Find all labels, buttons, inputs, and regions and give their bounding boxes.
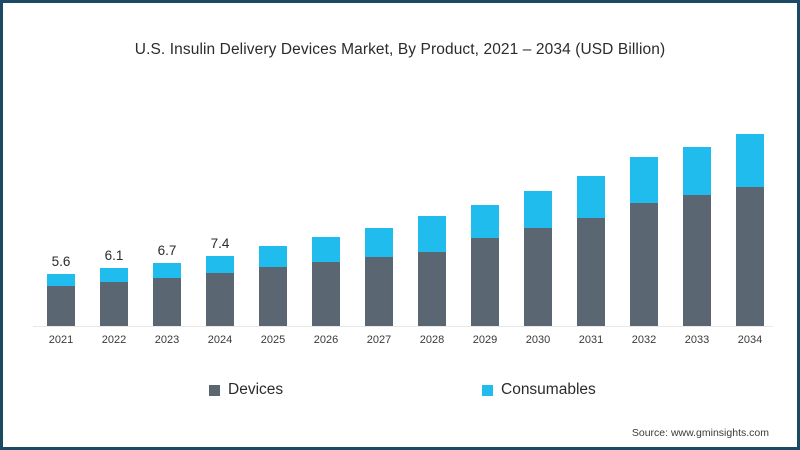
bar-segment-devices[interactable]	[683, 195, 711, 326]
x-tick-2021: 2021	[48, 334, 74, 346]
bar-2028[interactable]	[418, 216, 446, 326]
bar-segment-consumables[interactable]	[206, 256, 234, 273]
bar-2033[interactable]	[683, 147, 711, 326]
bar-segment-consumables[interactable]	[418, 216, 446, 252]
bar-2027[interactable]	[365, 228, 393, 326]
bar-segment-devices[interactable]	[100, 282, 128, 326]
bar-segment-devices[interactable]	[47, 286, 75, 326]
bar-segment-consumables[interactable]	[471, 205, 499, 238]
bar-segment-devices[interactable]	[418, 252, 446, 326]
bar-segment-consumables[interactable]	[312, 237, 340, 262]
bar-2024[interactable]: 7.4	[206, 236, 234, 326]
bar-segment-devices[interactable]	[312, 262, 340, 326]
bar-2034[interactable]	[736, 134, 764, 326]
bar-2032[interactable]	[630, 157, 658, 326]
x-tick-2034: 2034	[737, 334, 763, 346]
bar-2025[interactable]	[259, 246, 287, 326]
bar-segment-devices[interactable]	[471, 238, 499, 326]
chart-title: U.S. Insulin Delivery Devices Market, By…	[134, 41, 666, 58]
bar-value-label: 6.1	[104, 248, 124, 263]
bar-segment-consumables[interactable]	[365, 228, 393, 257]
x-axis-line	[33, 326, 773, 327]
x-tick-2023: 2023	[154, 334, 180, 346]
x-tick-2033: 2033	[684, 334, 710, 346]
x-tick-2029: 2029	[472, 334, 498, 346]
legend-item-consumables[interactable]: Consumables	[482, 381, 596, 399]
bar-segment-devices[interactable]	[630, 203, 658, 326]
bar-2026[interactable]	[312, 237, 340, 326]
bar-segment-devices[interactable]	[736, 187, 764, 326]
bar-value-label: 6.7	[157, 243, 177, 258]
legend-label-consumables: Consumables	[501, 381, 596, 398]
bar-segment-devices[interactable]	[206, 273, 234, 326]
bar-2022[interactable]: 6.1	[100, 248, 128, 326]
bar-value-label: 7.4	[210, 236, 230, 251]
legend-swatch-devices-icon	[209, 384, 220, 396]
bar-segment-devices[interactable]	[577, 218, 605, 326]
bar-segment-consumables[interactable]	[630, 157, 658, 203]
chart-canvas: U.S. Insulin Delivery Devices Market, By…	[3, 3, 797, 447]
bar-segment-consumables[interactable]	[100, 268, 128, 282]
bar-segment-devices[interactable]	[365, 257, 393, 326]
bar-2030[interactable]	[524, 191, 552, 326]
x-tick-2025: 2025	[260, 334, 286, 346]
chart-legend: Devices Consumables	[3, 381, 797, 407]
bar-segment-devices[interactable]	[524, 228, 552, 326]
bar-segment-devices[interactable]	[153, 278, 181, 326]
bar-2031[interactable]	[577, 176, 605, 326]
bar-2029[interactable]	[471, 205, 499, 326]
x-tick-2022: 2022	[101, 334, 127, 346]
x-tick-2031: 2031	[578, 334, 604, 346]
legend-item-devices[interactable]: Devices	[209, 381, 283, 399]
x-tick-2028: 2028	[419, 334, 445, 346]
bar-segment-consumables[interactable]	[736, 134, 764, 187]
x-tick-2024: 2024	[207, 334, 233, 346]
bar-segment-consumables[interactable]	[524, 191, 552, 228]
bar-2023[interactable]: 6.7	[153, 243, 181, 326]
plot-area: 5.6 6.1 6.7 7.4	[33, 103, 773, 327]
x-tick-2032: 2032	[631, 334, 657, 346]
x-tick-2030: 2030	[525, 334, 551, 346]
bar-segment-devices[interactable]	[259, 267, 287, 326]
bar-2021[interactable]: 5.6	[47, 254, 75, 326]
bar-segment-consumables[interactable]	[259, 246, 287, 267]
x-tick-2027: 2027	[366, 334, 392, 346]
bar-segment-consumables[interactable]	[683, 147, 711, 195]
legend-label-devices: Devices	[228, 381, 284, 398]
bar-segment-consumables[interactable]	[153, 263, 181, 278]
bar-segment-consumables[interactable]	[47, 274, 75, 286]
x-tick-2026: 2026	[313, 334, 339, 346]
legend-swatch-consumables-icon	[482, 384, 493, 396]
bar-segment-consumables[interactable]	[577, 176, 605, 218]
bar-value-label: 5.6	[51, 254, 71, 269]
source-attribution: Source: www.gminsights.com	[631, 427, 769, 439]
